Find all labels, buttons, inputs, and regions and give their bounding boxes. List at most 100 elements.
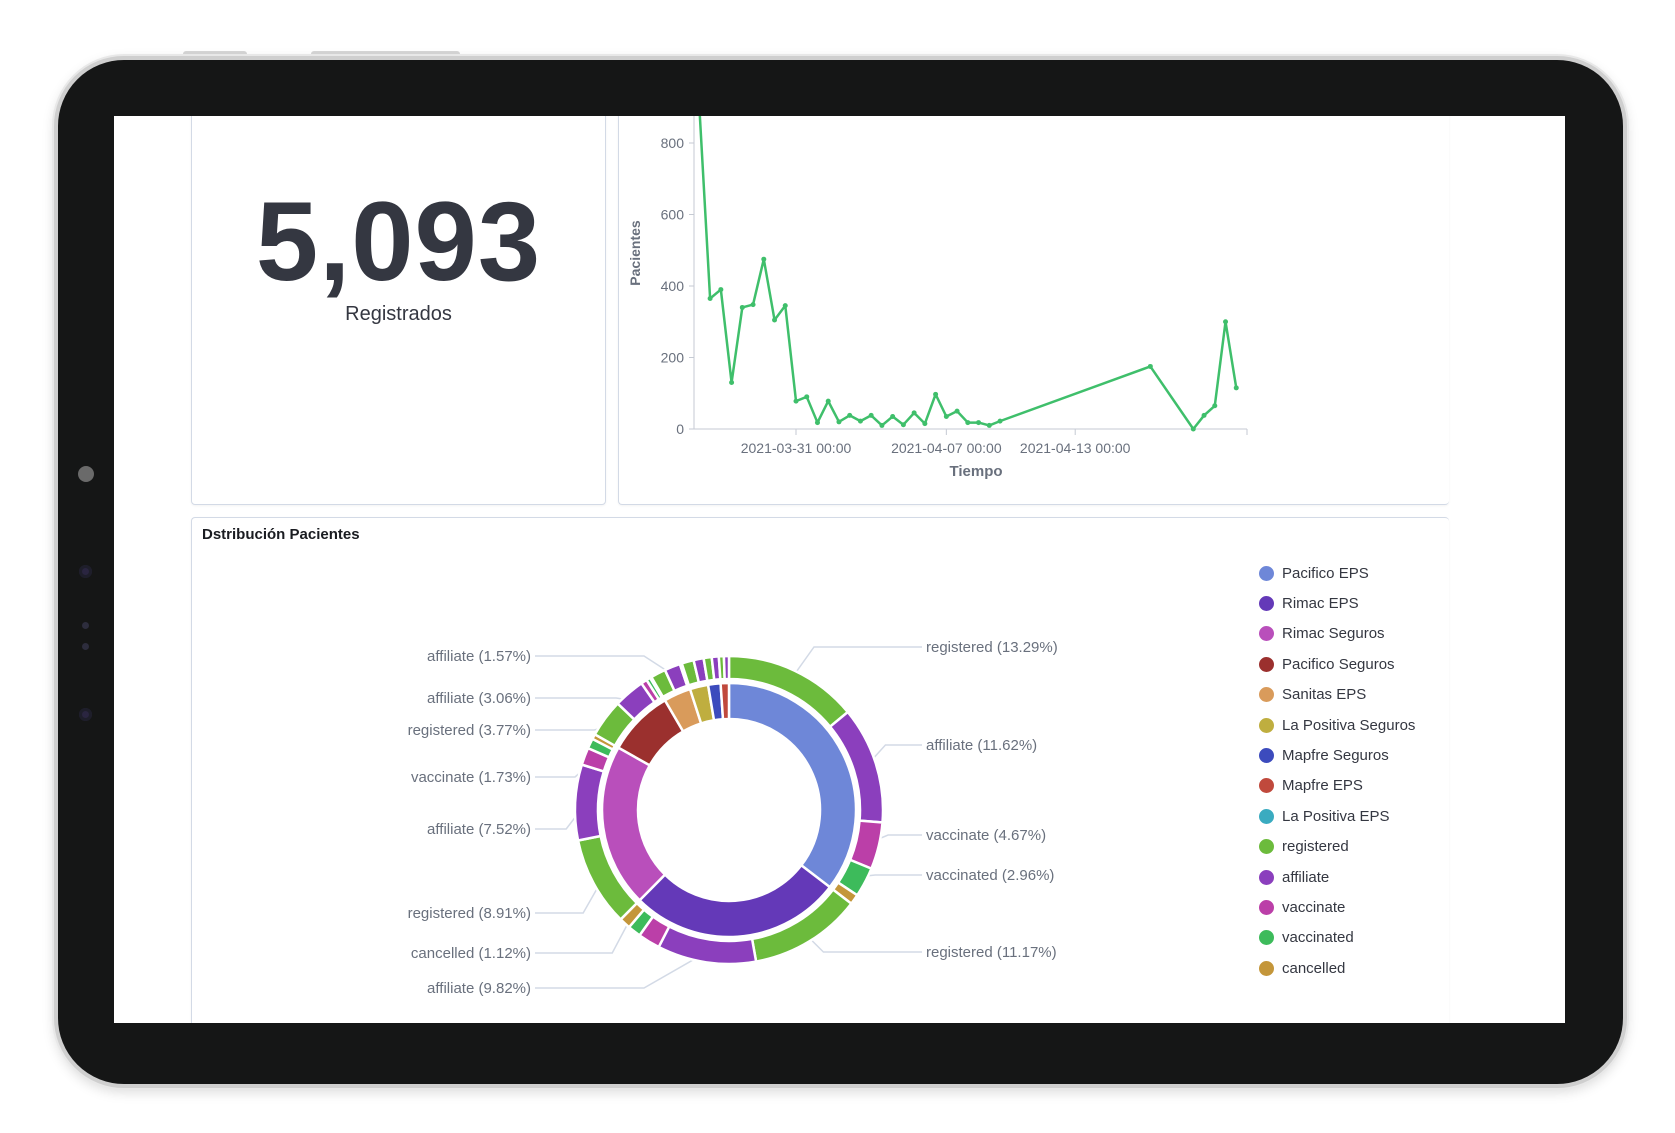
x-tick-label: 2021-04-07 00:00 bbox=[891, 440, 1002, 456]
legend-item[interactable]: Pacifico Seguros bbox=[1259, 653, 1395, 675]
line-point[interactable] bbox=[943, 413, 949, 419]
y-axis-label: Pacientes bbox=[627, 220, 643, 286]
slice-label: registered (11.17%) bbox=[926, 944, 1057, 961]
line-point[interactable] bbox=[718, 287, 724, 293]
label-leader-line bbox=[802, 931, 922, 953]
legend-item[interactable]: registered bbox=[1259, 836, 1349, 858]
legend-label: affiliate bbox=[1282, 868, 1330, 886]
legend-item[interactable]: La Positiva EPS bbox=[1259, 805, 1390, 827]
device-top-button bbox=[183, 51, 247, 57]
line-point[interactable] bbox=[793, 398, 799, 404]
line-point[interactable] bbox=[1223, 319, 1229, 325]
legend-item[interactable]: Pacifico EPS bbox=[1259, 562, 1369, 584]
line-point[interactable] bbox=[814, 420, 820, 426]
slice-label: affiliate (9.82%) bbox=[427, 980, 531, 997]
legend-item[interactable]: Rimac EPS bbox=[1259, 592, 1359, 614]
legend-label: Rimac Seguros bbox=[1282, 625, 1385, 643]
label-leader-line bbox=[535, 914, 633, 954]
line-point[interactable] bbox=[1190, 426, 1196, 432]
label-leader-line bbox=[535, 950, 709, 989]
line-point[interactable] bbox=[911, 410, 917, 416]
camera-icon bbox=[79, 565, 92, 578]
legend-label: Rimac EPS bbox=[1282, 594, 1359, 612]
legend-item[interactable]: Rimac Seguros bbox=[1259, 623, 1385, 645]
line-point[interactable] bbox=[804, 394, 810, 400]
legend-color-dot-icon bbox=[1259, 656, 1274, 672]
legend-item[interactable]: vaccinate bbox=[1259, 896, 1345, 918]
line-point[interactable] bbox=[772, 317, 778, 323]
line-point[interactable] bbox=[1147, 363, 1153, 369]
line-point[interactable] bbox=[729, 380, 735, 386]
legend-label: Mapfre Seguros bbox=[1282, 746, 1389, 764]
line-point[interactable] bbox=[1212, 403, 1218, 409]
slice-label: vaccinate (4.67%) bbox=[926, 827, 1046, 844]
line-point[interactable] bbox=[922, 421, 928, 427]
line-point[interactable] bbox=[1233, 385, 1239, 391]
panel-title: Dstribución Pacientes bbox=[202, 526, 360, 543]
slice-label: registered (13.29%) bbox=[926, 639, 1058, 656]
device-sensor-icon bbox=[78, 466, 94, 482]
line-point[interactable] bbox=[857, 418, 863, 424]
line-point[interactable] bbox=[890, 413, 896, 419]
legend-color-dot-icon bbox=[1259, 595, 1274, 611]
line-point[interactable] bbox=[782, 303, 788, 309]
inner-slice-mapfre-eps[interactable] bbox=[719, 681, 731, 721]
line-point[interactable] bbox=[997, 418, 1003, 424]
line-point[interactable] bbox=[750, 302, 756, 308]
legend-item[interactable]: La Positiva Seguros bbox=[1259, 714, 1415, 736]
legend-item[interactable]: Mapfre EPS bbox=[1259, 775, 1363, 797]
legend-color-dot-icon bbox=[1259, 839, 1274, 855]
legend-item[interactable]: vaccinated bbox=[1259, 927, 1354, 949]
legend-color-dot-icon bbox=[1259, 899, 1274, 915]
legend-color-dot-icon bbox=[1259, 717, 1274, 733]
line-point[interactable] bbox=[761, 256, 767, 262]
legend-label: Pacifico EPS bbox=[1282, 564, 1369, 582]
legend-label: Pacifico Seguros bbox=[1282, 655, 1395, 673]
line-point[interactable] bbox=[836, 419, 842, 425]
legend-label: registered bbox=[1282, 838, 1349, 856]
label-leader-line bbox=[789, 646, 922, 682]
line-point[interactable] bbox=[976, 420, 982, 426]
legend-color-dot-icon bbox=[1259, 747, 1274, 763]
line-point[interactable] bbox=[954, 408, 960, 414]
line-point[interactable] bbox=[900, 422, 906, 428]
legend-color-dot-icon bbox=[1259, 930, 1274, 946]
line-point[interactable] bbox=[707, 296, 713, 302]
slice-label: registered (8.91%) bbox=[408, 905, 531, 922]
line-point[interactable] bbox=[847, 412, 853, 418]
line-point[interactable] bbox=[933, 391, 939, 397]
line-point[interactable] bbox=[739, 304, 745, 310]
camera-icon bbox=[79, 708, 92, 721]
slice-label: vaccinated (2.96%) bbox=[926, 867, 1054, 884]
line-point[interactable] bbox=[879, 422, 885, 428]
legend-color-dot-icon bbox=[1259, 808, 1274, 824]
legend-label: vaccinate bbox=[1282, 898, 1346, 916]
line-point[interactable] bbox=[1201, 412, 1207, 418]
legend-item[interactable]: cancelled bbox=[1259, 957, 1345, 979]
device-sensor-icon bbox=[82, 643, 89, 650]
legend-item[interactable]: affiliate bbox=[1259, 866, 1329, 888]
sunburst-chart: registered (13.29%) affiliate (11.62%) vac… bbox=[408, 639, 1058, 997]
y-tick-label: 0 bbox=[676, 421, 684, 437]
legend-color-dot-icon bbox=[1259, 869, 1274, 885]
legend-item[interactable]: Sanitas EPS bbox=[1259, 684, 1366, 706]
slice-label: cancelled (1.12%) bbox=[411, 945, 531, 962]
line-point[interactable] bbox=[868, 412, 874, 418]
line-point[interactable] bbox=[986, 422, 992, 428]
y-tick-label: 800 bbox=[661, 135, 685, 151]
device-top-button bbox=[311, 51, 460, 57]
metric-label: Registrados bbox=[345, 303, 452, 325]
legend-label: La Positiva Seguros bbox=[1282, 716, 1416, 734]
outer-slice-affiliate[interactable] bbox=[573, 763, 606, 843]
x-tick-label: 2021-04-13 00:00 bbox=[1020, 440, 1131, 456]
line-chart: 0 200 400 600 800 2021-03-31 00:00 2021-04-07 … bbox=[627, 116, 1248, 480]
outer-slice-affiliate[interactable] bbox=[722, 654, 731, 681]
legend-color-dot-icon bbox=[1259, 778, 1274, 794]
line-point[interactable] bbox=[965, 420, 971, 426]
legend-label: vaccinated bbox=[1282, 929, 1354, 947]
line-point[interactable] bbox=[825, 398, 831, 404]
legend-item[interactable]: Mapfre Seguros bbox=[1259, 744, 1389, 766]
metric-value: 5,093 bbox=[255, 179, 542, 304]
legend-label: Sanitas EPS bbox=[1282, 686, 1367, 704]
inner-slice-pacifico-eps[interactable] bbox=[727, 681, 858, 889]
